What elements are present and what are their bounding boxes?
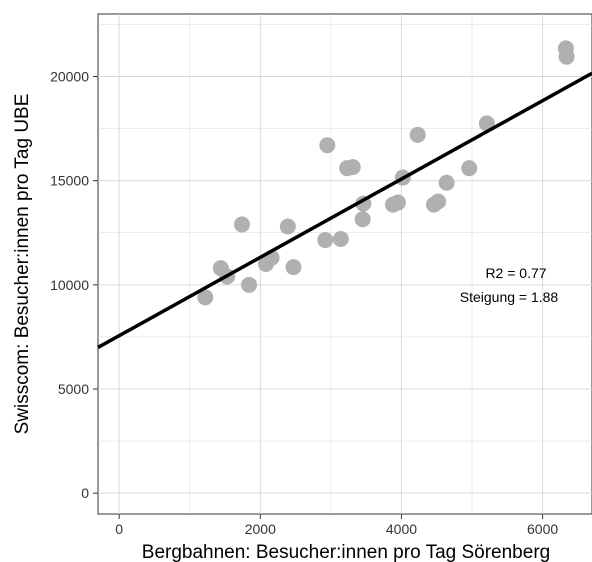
data-point <box>389 194 406 211</box>
y-tick-label: 0 <box>81 485 89 501</box>
annotation-r2: R2 = 0.77 <box>485 265 546 281</box>
data-point <box>317 232 334 249</box>
data-point <box>409 126 426 143</box>
y-axis-title: Swisscom: Besucher:innen pro Tag UBE <box>12 94 33 435</box>
annotation-slope: Steigung = 1.88 <box>460 289 559 305</box>
regression-line-group <box>97 71 592 349</box>
x-axis-title: Bergbahnen: Besucher:innen pro Tag Sören… <box>142 542 550 562</box>
x-tick-label: 2000 <box>245 521 276 537</box>
y-tick-label: 5000 <box>58 381 89 397</box>
data-points <box>197 40 575 306</box>
data-point <box>332 231 349 247</box>
y-tick-label: 10000 <box>50 277 89 293</box>
data-point <box>461 160 478 177</box>
data-point <box>197 289 214 306</box>
data-point <box>478 115 495 132</box>
data-point <box>279 218 296 235</box>
y-tick-label: 20000 <box>50 69 89 85</box>
x-tick-label: 0 <box>115 521 123 537</box>
data-point <box>354 211 371 228</box>
x-tick-label: 4000 <box>386 521 417 537</box>
plot-panel <box>97 13 592 515</box>
axis-ticks: 0 2000 4000 6000 0 5000 10000 15000 20000 <box>50 69 558 538</box>
data-point <box>430 193 447 210</box>
x-tick-label: 6000 <box>527 521 558 537</box>
data-point <box>241 276 258 293</box>
data-point <box>285 259 302 276</box>
y-tick-label: 15000 <box>50 173 89 189</box>
data-point <box>319 137 336 154</box>
data-point <box>438 174 455 191</box>
regression-line <box>97 71 592 349</box>
data-point <box>233 216 250 233</box>
data-point <box>344 159 361 176</box>
data-point <box>558 48 575 65</box>
